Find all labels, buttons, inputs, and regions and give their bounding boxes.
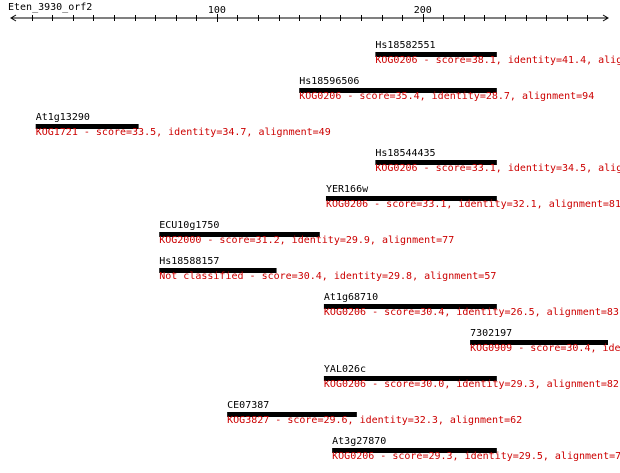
hit-name[interactable]: ECU10g1750: [159, 220, 219, 231]
hit-name[interactable]: At1g68710: [324, 292, 378, 303]
axis-tick-label: 100: [208, 5, 226, 16]
hit-name[interactable]: YAL026c: [324, 364, 366, 375]
hit-description: KOG0206 - score=33.1, identity=34.5, ali…: [375, 163, 620, 174]
hit-description: KOG1721 - score=33.5, identity=34.7, ali…: [36, 127, 331, 138]
hit-bar[interactable]: [375, 160, 497, 165]
hit-name[interactable]: CE07387: [227, 400, 269, 411]
hit-description: KOG0206 - score=30.4, identity=26.5, ali…: [324, 307, 619, 318]
hit-name[interactable]: At3g27870: [332, 436, 386, 447]
hit-bar[interactable]: [227, 412, 357, 417]
hit-name[interactable]: Hs18544435: [375, 148, 435, 159]
hit-description: KOG0909 - score=30.4, identity=30.2, ali…: [470, 343, 620, 354]
hit-bar[interactable]: [323, 376, 497, 381]
hit-description: KOG0206 - score=35.4, identity=28.7, ali…: [299, 91, 594, 102]
hit-name[interactable]: 7302197: [470, 328, 512, 339]
hit-row[interactable]: YER166w KOG0206 - score=33.1, identity=32…: [325, 184, 620, 210]
hit-description: Not classified - score=30.4, identity=29…: [159, 271, 496, 282]
hit-name[interactable]: At1g13290: [36, 112, 90, 123]
hit-name[interactable]: Hs18596506: [299, 76, 359, 87]
axis-right-arrow: [602, 14, 609, 22]
hit-bar[interactable]: [323, 304, 497, 309]
hit-name[interactable]: YER166w: [326, 184, 369, 195]
hit-row[interactable]: Hs18588157 Not classified - score=30.4, i…: [159, 256, 496, 282]
hit-description: KOG0206 - score=30.0, identity=29.3, ali…: [324, 379, 619, 390]
hit-bar[interactable]: [159, 232, 320, 237]
sequence-title: Eten_3930_orf2: [8, 2, 92, 13]
hit-name[interactable]: Hs18582551: [375, 40, 435, 51]
hit-description: KOG0206 - score=33.1, identity=32.1, ali…: [326, 199, 620, 210]
hit-row[interactable]: At1g13290 KOG1721 - score=33.5, identity=…: [35, 112, 331, 138]
hit-description: KOG0206 - score=29.3, identity=29.5, ali…: [332, 451, 620, 462]
hit-row[interactable]: 7302197 KOG0909 - score=30.4, identity=30…: [470, 328, 620, 354]
axis-left-arrow: [10, 14, 17, 22]
hit-description: KOG3827 - score=29.6, identity=32.3, ali…: [227, 415, 522, 426]
hit-bar[interactable]: [35, 124, 139, 129]
hit-bar[interactable]: [375, 52, 497, 57]
hit-bar[interactable]: [299, 88, 497, 93]
hit-row[interactable]: At1g68710 KOG0206 - score=30.4, identity=…: [323, 292, 619, 318]
hit-list: Hs18582551 KOG0206 - score=38.1, identity…: [35, 40, 620, 462]
hit-description: KOG0206 - score=38.1, identity=41.4, ali…: [375, 55, 620, 66]
hit-row[interactable]: Hs18544435 KOG0206 - score=33.1, identity…: [375, 148, 620, 174]
position-axis: 100 200: [10, 5, 609, 22]
hit-row[interactable]: CE07387 KOG3827 - score=29.6, identity=32…: [227, 400, 522, 426]
hit-bar[interactable]: [332, 448, 497, 453]
hit-bar[interactable]: [325, 196, 497, 201]
hit-row[interactable]: ECU10g1750 KOG2000 - score=31.2, identity…: [159, 220, 454, 246]
axis-tick-label: 200: [414, 5, 432, 16]
hit-row[interactable]: Hs18596506 KOG0206 - score=35.4, identity…: [299, 76, 594, 102]
hit-name[interactable]: Hs18588157: [159, 256, 219, 267]
hit-bar[interactable]: [470, 340, 608, 345]
hit-row[interactable]: At3g27870 KOG0206 - score=29.3, identity=…: [332, 436, 620, 462]
hit-row[interactable]: YAL026c KOG0206 - score=30.0, identity=29…: [323, 364, 619, 390]
hit-row[interactable]: Hs18582551 KOG0206 - score=38.1, identity…: [375, 40, 620, 66]
hit-bar[interactable]: [159, 268, 277, 273]
hit-description: KOG2000 - score=31.2, identity=29.9, ali…: [159, 235, 454, 246]
